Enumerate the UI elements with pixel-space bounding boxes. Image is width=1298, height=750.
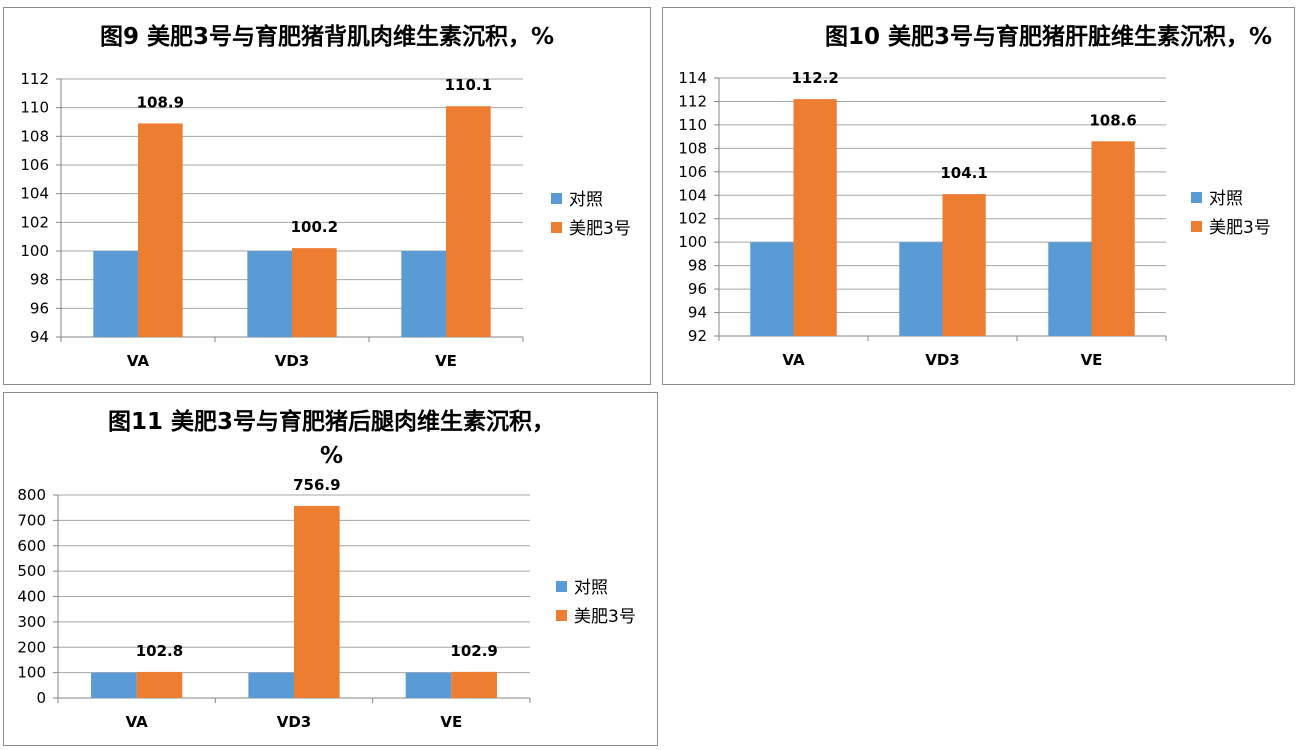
y-tick-label: 110: [20, 99, 49, 117]
legend-item-treatment: 美肥3号: [551, 218, 631, 240]
legend-swatch: [551, 222, 562, 233]
x-tick-label: VE: [1081, 351, 1103, 369]
y-tick-label: 100: [17, 664, 46, 682]
chart-title: 图11 美肥3号与育肥猪后腿肉维生素沉积， %: [4, 405, 659, 473]
y-tick-label: 106: [20, 156, 49, 174]
legend-item-control: 对照: [551, 189, 603, 211]
chart-panel-fig11: 图11 美肥3号与育肥猪后腿肉维生素沉积， % 0 100 200 300 400 500…: [3, 392, 658, 746]
x-tick-label: VA: [126, 713, 149, 731]
y-tick-label: 110: [678, 116, 707, 134]
legend-label: 美肥3号: [569, 219, 631, 239]
y-tick-label: 102: [20, 213, 49, 231]
data-label: 108.9: [137, 93, 184, 111]
legend-item-control: 对照: [1191, 188, 1243, 210]
data-label: 108.6: [1089, 111, 1136, 129]
data-label: 102.9: [450, 642, 497, 660]
legend-swatch: [556, 581, 567, 592]
y-tick-label: 300: [17, 613, 46, 631]
y-tick-label: 108: [20, 127, 49, 145]
chart-plot: 94 96 98 100 102 104 106 108 110 112 108.9 VA 100.2 V…: [20, 70, 524, 370]
bar-treatment: [446, 106, 491, 337]
data-label: 110.1: [445, 76, 492, 94]
y-tick-label: 0: [36, 689, 46, 707]
legend-label: 对照: [1209, 189, 1243, 209]
legend-swatch: [551, 193, 562, 204]
legend-label: 美肥3号: [1209, 218, 1271, 238]
legend-label: 美肥3号: [574, 607, 636, 627]
y-tick-label: 100: [678, 233, 707, 251]
y-tick-label: 94: [30, 328, 49, 346]
chart-title-line: 图11 美肥3号与育肥猪后腿肉维生素沉积，: [107, 409, 556, 435]
y-tick-label: 106: [678, 163, 707, 181]
y-tick-label: 114: [678, 69, 707, 87]
y-tick-label: 700: [17, 511, 46, 529]
legend-label: 对照: [569, 190, 603, 210]
bar-treatment: [1091, 141, 1135, 336]
legend-item-treatment: 美肥3号: [1191, 217, 1271, 239]
y-tick-label: 104: [678, 186, 707, 204]
y-tick-label: 800: [17, 486, 46, 504]
bar-control: [750, 242, 794, 336]
y-tick-label: 98: [688, 257, 707, 275]
bar-control: [93, 251, 138, 337]
x-tick-label: VD3: [925, 351, 960, 369]
chart-plot: 0 100 200 300 400 500 600 700 800 102.8 VA 756.9 VD3…: [17, 476, 531, 731]
x-tick-label: VE: [435, 352, 457, 370]
bar-control: [1048, 242, 1092, 336]
x-tick-label: VA: [127, 352, 150, 370]
chart-title-line: %: [319, 443, 344, 469]
y-tick-label: 112: [678, 92, 707, 110]
legend-label: 对照: [574, 578, 608, 598]
bar-treatment: [451, 671, 497, 698]
y-tick-label: 100: [20, 242, 49, 260]
chart-title: 图9 美肥3号与育肥猪背肌肉维生素沉积，%: [99, 24, 555, 50]
chart-panel-fig10: 图10 美肥3号与育肥猪肝脏维生素沉积，% 92 94 96 98 100 102 104 1…: [662, 7, 1295, 385]
bar-control: [401, 251, 446, 337]
y-tick-label: 98: [30, 271, 49, 289]
y-tick-label: 92: [688, 327, 707, 345]
data-label: 102.8: [136, 642, 183, 660]
y-tick-label: 94: [688, 304, 707, 322]
y-tick-label: 200: [17, 638, 46, 656]
legend-item-treatment: 美肥3号: [556, 606, 636, 628]
bar-treatment: [942, 194, 986, 336]
chart-panel-fig9: 图9 美肥3号与育肥猪背肌肉维生素沉积，% 94 96 98 100 102 104 106…: [3, 7, 651, 385]
legend-swatch: [556, 610, 567, 621]
y-tick-label: 104: [20, 185, 49, 203]
bar-treatment: [136, 671, 183, 698]
x-tick-label: VD3: [275, 352, 310, 370]
chart-plot: 92 94 96 98 100 102 104 106 108 110 112 114 112.2 VA 1…: [678, 69, 1167, 369]
bar-treatment: [294, 505, 340, 698]
y-tick-label: 600: [17, 537, 46, 555]
data-label: 100.2: [291, 218, 338, 236]
data-label: 112.2: [791, 69, 838, 87]
data-label: 104.1: [940, 164, 987, 182]
bar-control: [248, 672, 294, 698]
x-tick-label: VE: [440, 713, 462, 731]
y-tick-label: 400: [17, 588, 46, 606]
bar-control: [405, 672, 452, 698]
bar-control: [899, 242, 943, 336]
chart-title: 图10 美肥3号与育肥猪肝脏维生素沉积，%: [824, 24, 1273, 50]
y-tick-label: 96: [688, 280, 707, 298]
y-tick-label: 500: [17, 562, 46, 580]
data-label: 756.9: [293, 476, 340, 494]
legend-item-control: 对照: [556, 577, 608, 599]
bar-control: [247, 251, 292, 337]
legend-swatch: [1191, 221, 1202, 232]
x-tick-label: VA: [782, 351, 805, 369]
y-tick-label: 102: [678, 210, 707, 228]
bar-treatment: [292, 248, 337, 337]
x-tick-label: VD3: [277, 713, 312, 731]
bar-treatment: [793, 99, 837, 336]
y-tick-label: 112: [20, 70, 49, 88]
bar-treatment: [138, 123, 183, 337]
legend-swatch: [1191, 192, 1202, 203]
bar-control: [91, 672, 137, 698]
y-tick-label: 96: [30, 299, 49, 317]
y-tick-label: 108: [678, 139, 707, 157]
